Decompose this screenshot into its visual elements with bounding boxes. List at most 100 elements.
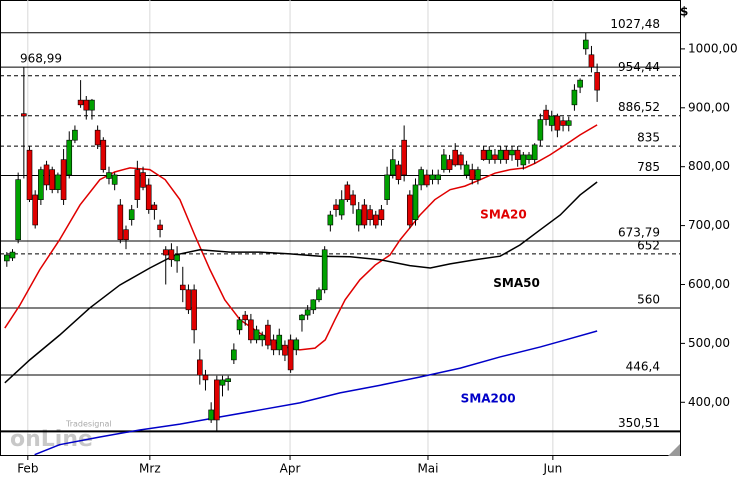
candle-body	[259, 334, 266, 341]
candle-body	[21, 113, 27, 117]
candle-body	[151, 204, 158, 210]
level-label: 560	[637, 293, 660, 307]
annotation: SMA50	[493, 276, 540, 290]
candle-body	[208, 409, 214, 421]
candle-body	[429, 174, 436, 180]
candle-body	[452, 149, 459, 166]
candle-body	[475, 169, 481, 180]
candle-body	[492, 154, 498, 160]
candle-body	[248, 319, 254, 341]
candle-body	[66, 139, 73, 176]
candle-body	[424, 174, 430, 186]
watermark-small: Tradesignal	[65, 420, 112, 429]
candle-body	[458, 154, 464, 166]
candle-body	[520, 154, 527, 166]
candle-body	[145, 184, 152, 210]
y-tick-label: 800,00	[688, 159, 730, 173]
candle-body	[543, 109, 549, 120]
candle-body	[49, 169, 56, 190]
x-tick-label: Mai	[417, 462, 438, 476]
candle-body	[179, 284, 186, 291]
candle-body	[293, 339, 300, 351]
candle-body	[117, 204, 124, 241]
candle-body	[83, 99, 90, 111]
candle-body	[38, 169, 44, 200]
x-tick-label: Mrz	[139, 462, 161, 476]
candle-body	[333, 204, 339, 210]
candle-body	[338, 199, 345, 216]
candle-body	[435, 174, 441, 180]
ma-line	[4, 181, 598, 384]
candle-body	[548, 115, 555, 126]
candle-body	[480, 149, 487, 160]
candle-body	[446, 159, 453, 170]
candle-body	[441, 154, 447, 170]
candle-body	[384, 174, 390, 200]
level-label: 954,44	[618, 60, 660, 74]
candle-body	[214, 379, 220, 421]
plot-frame	[0, 0, 681, 456]
y-unit: $	[680, 5, 688, 19]
candle-body	[94, 129, 101, 146]
candle-body	[344, 184, 351, 200]
candle-body	[123, 229, 129, 241]
candle-body	[571, 89, 578, 106]
candle-body	[242, 314, 249, 321]
candle-body	[486, 149, 493, 160]
candle-body	[185, 289, 192, 311]
candle-body	[253, 329, 260, 341]
candle-body	[526, 154, 532, 160]
candle-body	[395, 164, 402, 180]
y-tick-label: 1000,00	[688, 41, 738, 55]
candle-body	[60, 159, 67, 200]
candle-body	[162, 249, 169, 256]
candle-body	[270, 339, 277, 351]
candle-body	[565, 120, 572, 126]
candle-body	[367, 209, 373, 220]
candle-body	[412, 184, 419, 220]
candle-body	[219, 379, 226, 386]
x-tick-label: Jun	[542, 462, 562, 476]
candle-body	[514, 149, 521, 160]
candle-body	[469, 169, 476, 180]
candle-body	[497, 149, 504, 160]
candle-body	[202, 374, 209, 381]
level-label: 785	[637, 160, 660, 174]
candle-body	[582, 39, 589, 50]
corner-icon	[668, 444, 680, 456]
candle-body	[191, 289, 197, 331]
y-tick-label: 900,00	[688, 100, 730, 114]
candle-body	[378, 209, 385, 220]
candle-body	[287, 339, 294, 371]
ma-line	[4, 124, 598, 351]
candle-body	[463, 164, 470, 176]
candle-body	[509, 149, 515, 156]
candle-body	[310, 299, 317, 311]
candle-body	[106, 172, 112, 179]
level-label: 446,4	[626, 359, 660, 373]
level-label: 835	[637, 131, 660, 145]
candle-body	[531, 144, 538, 160]
level-label: 652	[637, 238, 660, 252]
candle-body	[304, 309, 311, 316]
candle-body	[407, 194, 413, 226]
y-tick-label: 700,00	[688, 218, 730, 232]
candle-body	[560, 120, 566, 126]
candle-body	[355, 209, 362, 226]
candle-body	[554, 115, 561, 131]
candle-body	[350, 194, 356, 206]
candle-body	[372, 214, 379, 226]
candle-body	[9, 251, 16, 259]
candle-body	[299, 314, 305, 321]
candle-body	[503, 149, 510, 160]
annotation: SMA20	[480, 207, 527, 221]
candle-body	[4, 254, 10, 262]
candle-body	[537, 119, 544, 141]
candle-body	[55, 174, 61, 190]
candle-body	[43, 164, 50, 186]
candle-body	[134, 169, 141, 200]
ma-line	[34, 330, 598, 456]
x-tick-label: Feb	[17, 462, 38, 476]
candle-body	[276, 334, 283, 351]
